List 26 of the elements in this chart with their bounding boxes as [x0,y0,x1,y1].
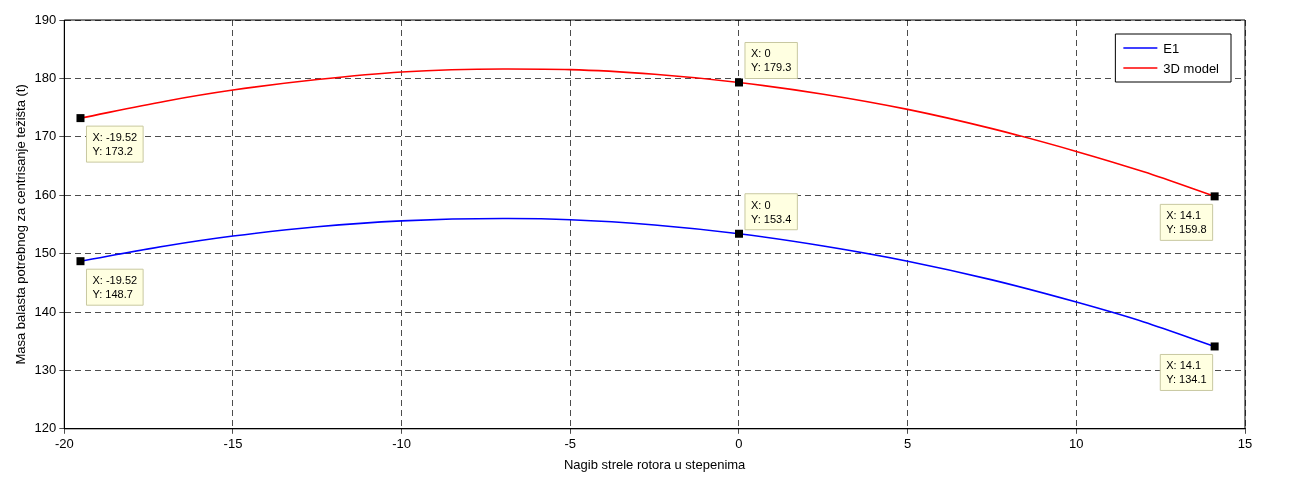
annotation: X: 14.1 Y: 159.8 [1166,209,1207,236]
x-tick-label: 0 [735,436,743,452]
annotation: X: -19.52 Y: 173.2 [92,131,138,158]
legend-label: 3D model [1163,61,1220,76]
annotation: X: 14.1 Y: 134.1 [1166,359,1207,386]
x-tick-label: 5 [904,436,912,452]
y-tick-label: 150 [34,245,57,261]
legend-label: E1 [1163,41,1180,56]
x-tick-label: -15 [223,436,243,452]
x-tick-label: -10 [392,436,412,452]
y-tick-label: 130 [34,361,57,377]
x-tick-label: -20 [54,436,74,452]
annotation: X: -19.52 Y: 148.7 [92,274,138,301]
y-tick-label: 170 [34,128,57,144]
y-tick-label: 180 [34,69,57,85]
y-tick-label: 190 [34,11,57,27]
y-tick-label: 120 [34,420,57,436]
x-tick-label: 10 [1069,436,1084,452]
annotation: X: 0 Y: 153.4 [750,198,792,225]
annotation: X: 0 Y: 179.3 [750,47,792,74]
x-tick-label: -5 [564,436,577,452]
y-tick-label: 160 [34,186,57,202]
x-tick-label: 15 [1237,436,1253,452]
x-axis-title: Nagib strele rotora u stepenima [563,456,747,472]
y-axis-title: Masa balasta potrebnog za centrisanje težišta (t) [13,84,29,365]
y-tick-label: 140 [34,303,57,319]
